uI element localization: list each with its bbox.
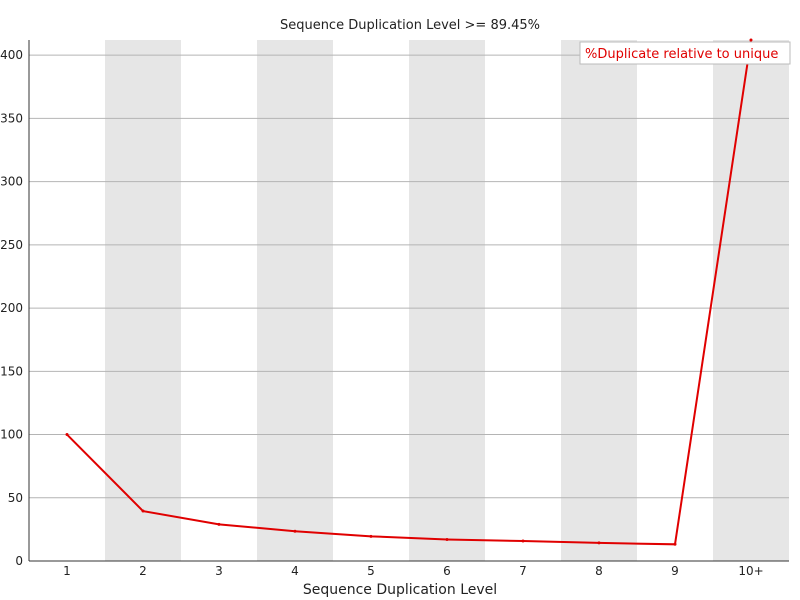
data-point-5 [369, 534, 373, 538]
series-layer [65, 38, 753, 546]
legend-box [579, 41, 791, 65]
chart-title: Sequence Duplication Level >= 89.45% [280, 18, 540, 33]
x-tick-10+: 10+ [738, 564, 763, 578]
x-tick-5: 5 [367, 564, 375, 578]
x-tick-8: 8 [595, 564, 603, 578]
x-tick-4: 4 [291, 564, 299, 578]
series-line-1 [66, 39, 752, 546]
y-tick-350: 350 [0, 111, 23, 125]
x-axis-label: Sequence Duplication Level [303, 582, 497, 598]
y-tick-250: 250 [0, 238, 23, 252]
band-4 [257, 40, 333, 561]
x-tick-1: 1 [63, 564, 71, 578]
data-point-3 [217, 522, 221, 526]
x-tick-labels: 1 2 3 4 5 6 7 8 9 10+ [63, 564, 763, 578]
x-tick-6: 6 [443, 564, 451, 578]
legend: %Duplicate relative to unique [579, 41, 791, 65]
x-tick-3: 3 [215, 564, 223, 578]
x-tick-9: 9 [671, 564, 679, 578]
x-tick-2: 2 [139, 564, 147, 578]
y-tick-200: 200 [0, 301, 23, 315]
data-point-2 [141, 509, 145, 513]
x-tick-7: 7 [519, 564, 527, 578]
axes [28, 40, 789, 562]
y-tick-300: 300 [0, 175, 23, 189]
y-tick-50: 50 [8, 491, 23, 505]
background-bands [105, 40, 789, 561]
y-tick-400: 400 [0, 48, 23, 62]
y-tick-150: 150 [0, 364, 23, 378]
data-point-4 [293, 529, 297, 533]
data-point-1 [65, 433, 69, 437]
data-point-6 [445, 538, 449, 542]
legend-label-series-1: %Duplicate relative to unique [585, 47, 778, 62]
band-2 [105, 40, 181, 561]
data-point-8 [597, 541, 601, 545]
band-10 [713, 40, 789, 561]
band-6 [409, 40, 485, 561]
data-point-10+ [749, 38, 753, 42]
data-point-7 [521, 539, 525, 543]
data-point-9 [673, 542, 677, 546]
band-8 [561, 40, 637, 561]
y-tick-labels: 0 50 100 150 200 250 300 350 400 [0, 48, 23, 568]
y-tick-100: 100 [0, 428, 23, 442]
y-tick-0: 0 [15, 554, 23, 568]
